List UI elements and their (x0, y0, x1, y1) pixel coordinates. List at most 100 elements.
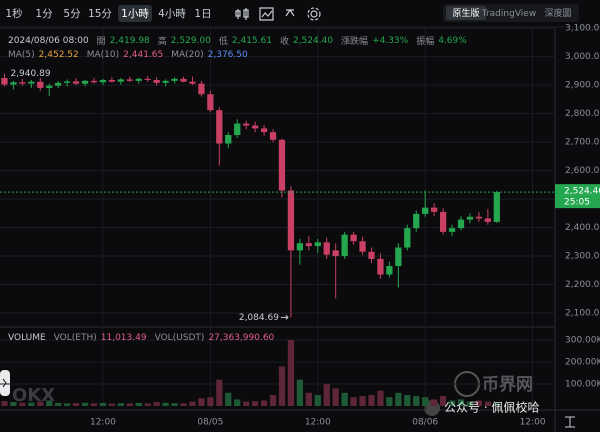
candle-body (386, 266, 393, 275)
volume-bar (466, 401, 474, 406)
candle-body (269, 132, 277, 140)
candle-body (404, 228, 411, 248)
legend-datetime: 2024/08/06 08:00 (8, 35, 89, 46)
candle-body (260, 128, 268, 133)
candle-body (332, 250, 339, 257)
interval-tab[interactable]: 1分 (35, 8, 53, 20)
x-tick-label: 12:00 (305, 418, 331, 428)
volume-bar (413, 396, 420, 406)
candle-body (180, 78, 187, 82)
legend-value: 2,529.00 (170, 35, 211, 46)
volume-value: 27,363,990.60 (208, 333, 275, 343)
interval-tab[interactable]: 5分 (63, 8, 81, 20)
interval-tab[interactable]: 1秒 (5, 7, 23, 20)
volume-bar (81, 402, 89, 406)
volume-bar (493, 403, 500, 406)
candle-body (28, 81, 35, 84)
candle-body (287, 190, 295, 251)
candle-body (99, 79, 107, 83)
volume-bar (484, 401, 491, 406)
ma-value: 2,441.65 (123, 50, 164, 60)
candle-body (72, 81, 80, 84)
volume-bar (90, 403, 98, 406)
candle-body (1, 77, 8, 85)
volume-bar (135, 402, 142, 406)
interval-tab[interactable]: 15分 (88, 8, 112, 20)
candle-body (37, 81, 44, 88)
interval-tab[interactable]: 4小時 (158, 8, 186, 20)
candle-body (108, 79, 116, 82)
side-tab-arrow (2, 378, 7, 388)
x-tick-label: 08/05 (197, 418, 223, 428)
volume-bar (278, 366, 286, 406)
y-tick-label: 2,100.00 (565, 309, 600, 319)
volume-bar (46, 400, 53, 406)
volume-bar (395, 392, 402, 406)
volume-bar (314, 395, 321, 406)
ma-label: MA(20) (171, 50, 204, 60)
volume-bar (377, 390, 384, 406)
view-tab[interactable]: TradingView (481, 9, 536, 19)
volume-bar (251, 401, 259, 406)
low-annotation: 2,084.69 (239, 313, 279, 323)
volume-bar (216, 379, 223, 406)
legend-label: 收 (279, 37, 289, 47)
view-tab[interactable]: 原生版 (452, 7, 479, 19)
volume-bar (1, 401, 8, 406)
volume-bar (153, 402, 160, 406)
candle-body (216, 110, 223, 144)
volume-bar (368, 395, 375, 406)
volume-bar (72, 403, 80, 406)
candle-body (81, 80, 89, 84)
last-price-countdown: 25:05 (564, 198, 590, 208)
volume-bar (126, 403, 133, 406)
legend-label: 低 (218, 37, 228, 47)
y-tick-label: 2,600.00 (565, 166, 600, 176)
candle-body (153, 79, 160, 83)
volume-bar (448, 400, 456, 406)
volume-bar (269, 395, 277, 406)
interval-tab[interactable]: 1日 (194, 8, 211, 20)
x-tick-label: 12:00 (520, 418, 546, 428)
volume-bar (305, 392, 312, 406)
candle-body (64, 81, 71, 83)
volume-bar (323, 384, 330, 406)
ma-value: 2,376.50 (207, 50, 248, 60)
candle-body (243, 123, 250, 126)
volume-bar (260, 400, 268, 406)
volume-label: VOL(USDT) (154, 333, 205, 343)
volume-bar (439, 396, 447, 406)
volume-bar (189, 401, 196, 406)
volume-bar (10, 402, 17, 406)
volume-bar (37, 401, 44, 406)
side-tab[interactable] (0, 370, 10, 396)
candle-body (251, 125, 259, 129)
ma-label: MA(5) (8, 50, 35, 60)
candle-body (207, 94, 214, 111)
y-tick-label: 2,900.00 (565, 81, 600, 91)
legend-value: 2,415.61 (231, 35, 272, 46)
volume-legend: VOLUME VOL(ETH) 11,013.49 VOL(USDT) 27,363,9… (8, 333, 278, 343)
legend-value: 2,524.40 (292, 35, 334, 46)
y-tick-label: 2,300.00 (565, 252, 600, 262)
high-annotation: 2,940.89 (10, 69, 50, 79)
volume-bar (225, 392, 232, 406)
volume-bar (234, 399, 241, 406)
ma-value: 2,452.52 (38, 50, 79, 60)
last-price-tag (555, 184, 600, 209)
volume-bar (350, 397, 357, 406)
volume-bar (332, 388, 339, 406)
volume-bar (457, 399, 465, 406)
candle-body (377, 258, 384, 275)
toolbar-icons[interactable] (235, 7, 321, 21)
x-tick-label: 08/06 (412, 418, 438, 428)
candle-body (350, 234, 357, 242)
axis-reset-icon[interactable] (565, 416, 575, 428)
candle-body (457, 219, 465, 229)
interval-tab[interactable]: 1小時 (121, 8, 149, 20)
candle-body (395, 247, 402, 267)
candle-body (296, 243, 304, 251)
view-tab[interactable]: 深度圖 (544, 7, 571, 19)
volume-bar (475, 400, 483, 406)
